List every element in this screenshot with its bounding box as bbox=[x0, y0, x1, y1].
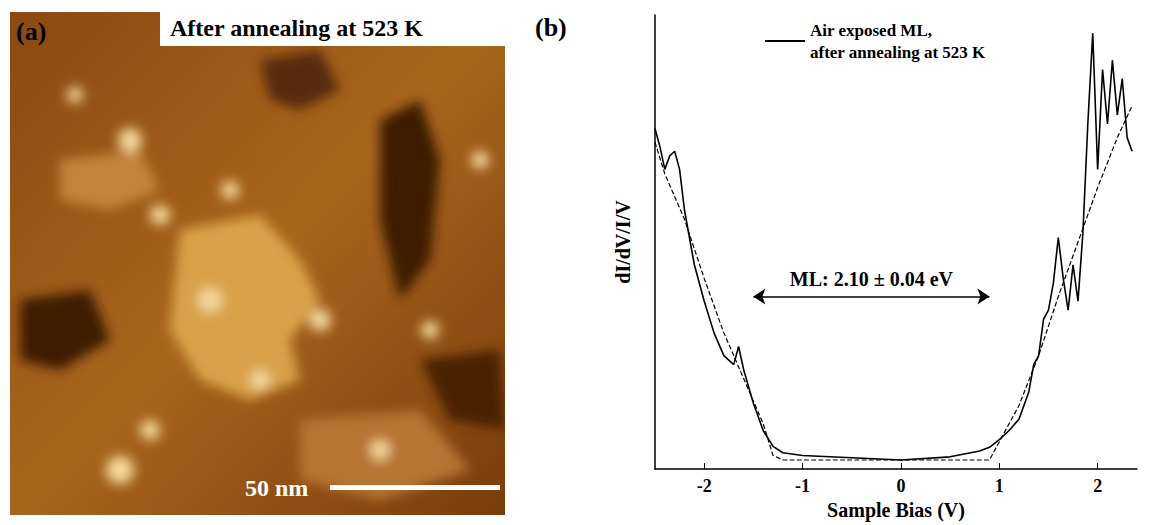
svg-text:-2: -2 bbox=[697, 476, 712, 496]
svg-text:Air exposed ML,: Air exposed ML, bbox=[810, 21, 932, 40]
svg-text:(a): (a) bbox=[16, 17, 46, 46]
svg-text:50 nm: 50 nm bbox=[245, 475, 308, 501]
svg-text:After annealing at 523 K: After annealing at 523 K bbox=[170, 15, 423, 41]
svg-text:1: 1 bbox=[995, 476, 1004, 496]
svg-text:-1: -1 bbox=[795, 476, 810, 496]
svg-text:0: 0 bbox=[896, 476, 905, 496]
svg-text:after annealing at 523 K: after annealing at 523 K bbox=[810, 43, 986, 62]
svg-text:2: 2 bbox=[1093, 476, 1102, 496]
svg-text:dI/dV/I/V: dI/dV/I/V bbox=[612, 200, 634, 284]
svg-text:(b): (b) bbox=[535, 13, 567, 42]
svg-text:Sample Bias (V): Sample Bias (V) bbox=[827, 499, 965, 522]
svg-text:ML: 2.10 ± 0.04 eV: ML: 2.10 ± 0.04 eV bbox=[790, 268, 954, 290]
